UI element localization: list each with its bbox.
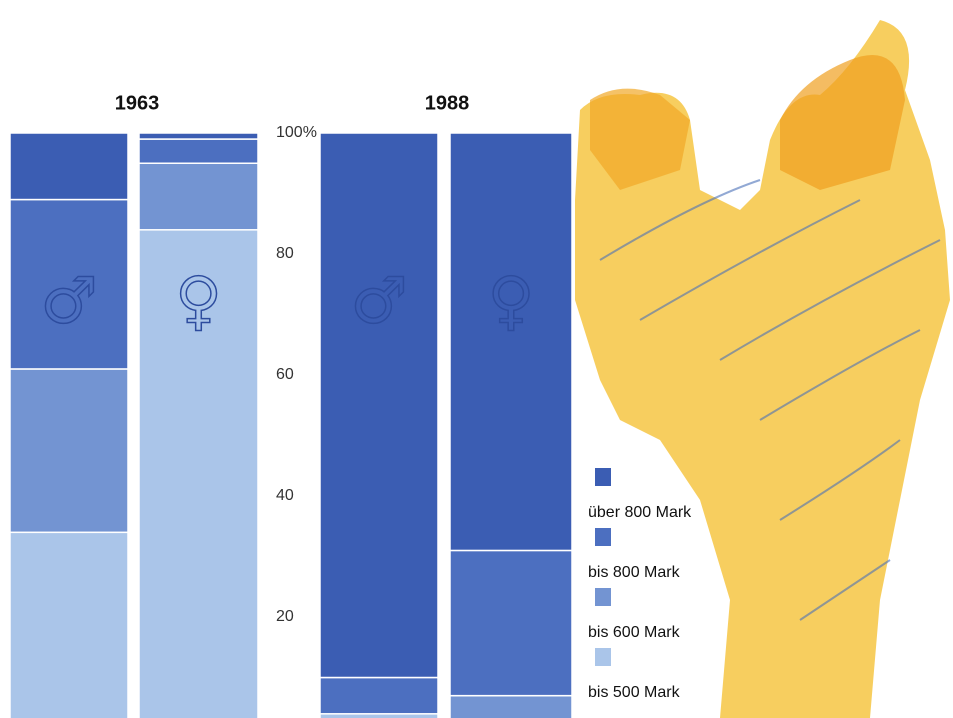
legend-label: bis 600 Mark [588,624,681,641]
y-tick-label: 80 [276,245,294,262]
y-tick-label: 100% [276,124,317,141]
bar-segment [138,162,259,231]
legend-swatch [595,528,611,546]
legend-swatch [595,468,611,486]
y-tick-label: 20 [276,608,294,625]
bar-segment [9,531,129,718]
bar-symbol: ♀ [175,265,222,339]
legend-label: über 800 Mark [588,504,692,521]
group-label: 1963 [115,92,160,114]
bar-segment [319,676,439,715]
bar-segment [138,132,259,140]
bar-segment [319,132,439,679]
bar-segment [138,138,259,165]
bar-symbol: ♂ [350,265,407,339]
bar-segment [449,549,573,697]
bar-segment [9,132,129,201]
legend-label: bis 800 Mark [588,564,681,581]
illustration [575,20,950,718]
bar-segment [449,694,573,718]
bar-symbol: ♀ [488,265,535,339]
bar-segment [449,132,573,552]
legend-swatch [595,588,611,606]
y-tick-label: 60 [276,366,294,383]
group-label: 1988 [425,92,470,114]
legend-swatch [595,648,611,666]
legend-label: bis 500 Mark [588,684,681,701]
bar-symbol: ♂ [40,265,97,339]
y-tick-label: 40 [276,487,294,504]
bar-segment [9,368,129,534]
bar-segment [138,229,259,718]
bar-segment [9,198,129,370]
